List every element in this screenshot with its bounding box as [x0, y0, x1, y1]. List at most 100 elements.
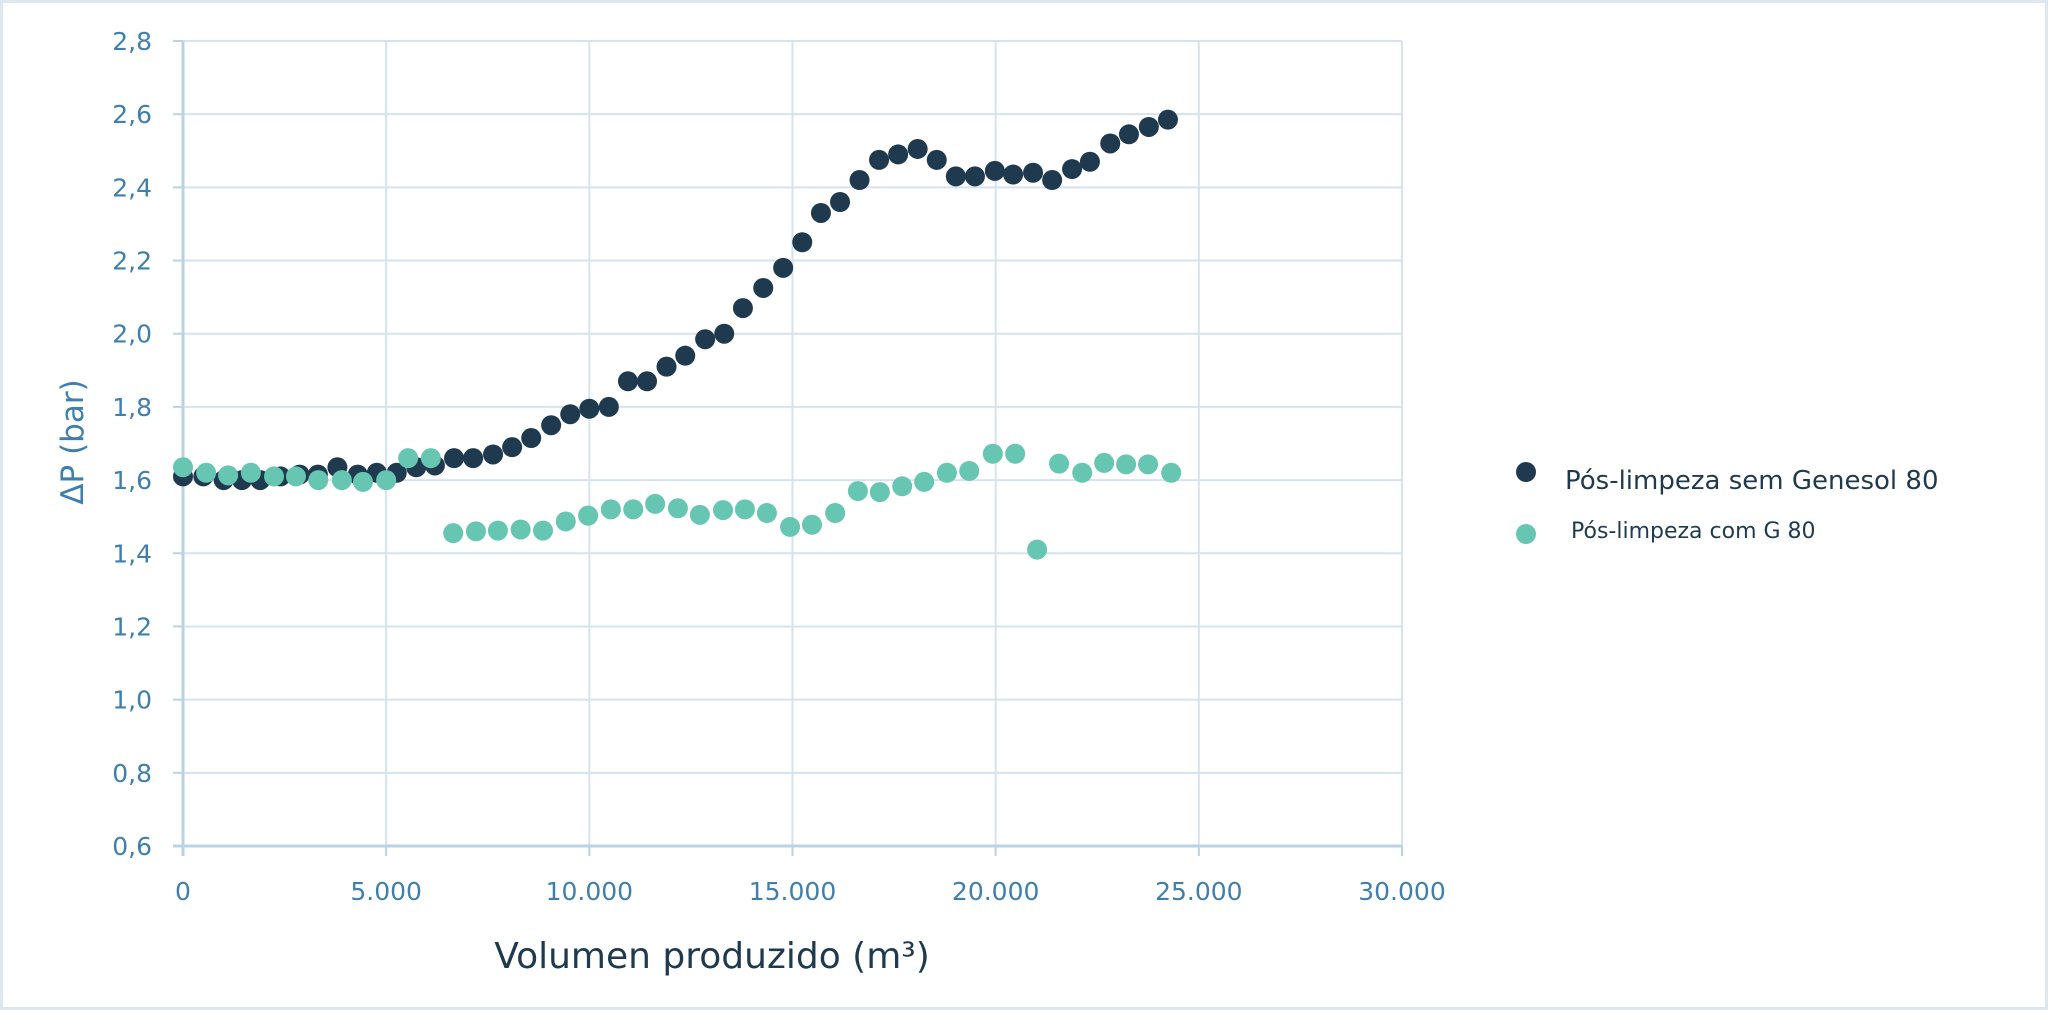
data-point[interactable] [353, 471, 374, 492]
data-point[interactable] [732, 298, 753, 319]
data-point[interactable] [773, 257, 794, 278]
data-point[interactable] [623, 499, 644, 520]
data-point[interactable] [1094, 452, 1115, 473]
data-point[interactable] [600, 499, 621, 520]
data-point[interactable] [714, 323, 735, 344]
data-point[interactable] [240, 462, 261, 483]
legend-label: Pós-limpeza com G 80 [1571, 519, 1816, 544]
y-axis-title: ΔP (bar) [55, 379, 91, 504]
x-tick-label: 10.000 [546, 877, 633, 906]
data-point[interactable] [521, 428, 542, 449]
data-point[interactable] [487, 520, 508, 541]
data-point[interactable] [667, 498, 688, 519]
data-point[interactable] [637, 371, 658, 392]
data-point[interactable] [825, 503, 846, 524]
data-point[interactable] [1072, 462, 1093, 483]
data-point[interactable] [713, 500, 734, 521]
x-tick-label: 0 [175, 877, 191, 906]
data-point[interactable] [926, 149, 947, 170]
data-point[interactable] [1161, 462, 1182, 483]
data-point[interactable] [1157, 109, 1178, 130]
data-point[interactable] [936, 462, 957, 483]
data-point[interactable] [810, 202, 831, 223]
data-point[interactable] [1005, 443, 1026, 464]
data-point[interactable] [1049, 453, 1070, 474]
data-point[interactable] [560, 404, 581, 425]
x-tick-label: 25.000 [1155, 877, 1242, 906]
data-point[interactable] [483, 444, 504, 465]
series-pos-limpeza-sem-genesol-80 [173, 109, 1178, 491]
data-point[interactable] [196, 462, 217, 483]
data-point[interactable] [645, 493, 666, 514]
data-point[interactable] [780, 516, 801, 537]
data-point[interactable] [1062, 159, 1083, 180]
data-point[interactable] [1138, 454, 1159, 475]
legend: Pós-limpeza sem Genesol 80 Pós-limpeza c… [1516, 462, 1938, 544]
data-point[interactable] [444, 448, 465, 469]
data-point[interactable] [463, 448, 484, 469]
data-point[interactable] [510, 519, 531, 540]
data-point[interactable] [689, 504, 710, 525]
data-point[interactable] [1138, 116, 1159, 137]
data-point[interactable] [959, 460, 980, 481]
data-point[interactable] [285, 466, 306, 487]
data-point[interactable] [792, 232, 813, 253]
data-point[interactable] [443, 523, 464, 544]
data-point[interactable] [398, 448, 419, 469]
data-point[interactable] [675, 345, 696, 366]
data-point[interactable] [1079, 151, 1100, 172]
data-point[interactable] [218, 465, 239, 486]
data-point[interactable] [1023, 162, 1044, 183]
data-point[interactable] [847, 481, 868, 502]
data-point[interactable] [533, 520, 554, 541]
data-point[interactable] [555, 511, 576, 532]
data-point[interactable] [695, 329, 716, 350]
data-point[interactable] [617, 371, 638, 392]
data-point[interactable] [892, 476, 913, 497]
data-point[interactable] [802, 514, 823, 535]
data-point[interactable] [656, 356, 677, 377]
data-point[interactable] [376, 470, 397, 491]
data-point[interactable] [465, 521, 486, 542]
data-point[interactable] [964, 166, 985, 187]
data-point[interactable] [734, 499, 755, 520]
y-axis-ticks: 0,6 0,8 1,0 1,2 1,4 1,6 1,8 2,0 2,2 2,4 2,6 2,8 [112, 27, 183, 861]
data-point[interactable] [869, 149, 890, 170]
data-point[interactable] [1042, 170, 1063, 191]
data-point[interactable] [420, 448, 441, 469]
data-point[interactable] [331, 470, 352, 491]
legend-item-sem-genesol[interactable]: Pós-limpeza sem Genesol 80 [1516, 462, 1938, 496]
data-point[interactable] [984, 160, 1005, 181]
data-point[interactable] [598, 396, 619, 417]
data-point[interactable] [756, 503, 777, 524]
data-point[interactable] [849, 170, 870, 191]
data-point[interactable] [982, 443, 1003, 464]
data-point[interactable] [1027, 539, 1048, 560]
data-point[interactable] [869, 482, 890, 503]
data-point[interactable] [830, 192, 851, 212]
data-point[interactable] [308, 470, 329, 491]
data-point[interactable] [541, 415, 562, 436]
y-tick-label: 2,4 [112, 173, 152, 202]
data-point[interactable] [579, 398, 600, 419]
data-point[interactable] [907, 138, 928, 159]
y-tick-label: 1,0 [112, 686, 152, 715]
y-tick-label: 2,2 [112, 247, 152, 276]
legend-item-com-g80[interactable]: Pós-limpeza com G 80 [1516, 519, 1816, 544]
data-point[interactable] [888, 144, 909, 165]
data-point[interactable] [1003, 164, 1024, 185]
x-tick-label: 20.000 [952, 877, 1039, 906]
data-point[interactable] [502, 437, 523, 458]
data-point[interactable] [173, 457, 193, 478]
data-point[interactable] [1116, 454, 1137, 475]
legend-label: Pós-limpeza sem Genesol 80 [1565, 466, 1938, 496]
data-point[interactable] [945, 166, 966, 187]
data-point[interactable] [753, 277, 774, 298]
data-point[interactable] [1118, 124, 1139, 145]
y-tick-label: 2,8 [112, 27, 152, 56]
data-point[interactable] [1100, 133, 1121, 154]
data-point[interactable] [264, 466, 285, 487]
data-point[interactable] [914, 471, 935, 492]
data-point[interactable] [578, 505, 599, 526]
